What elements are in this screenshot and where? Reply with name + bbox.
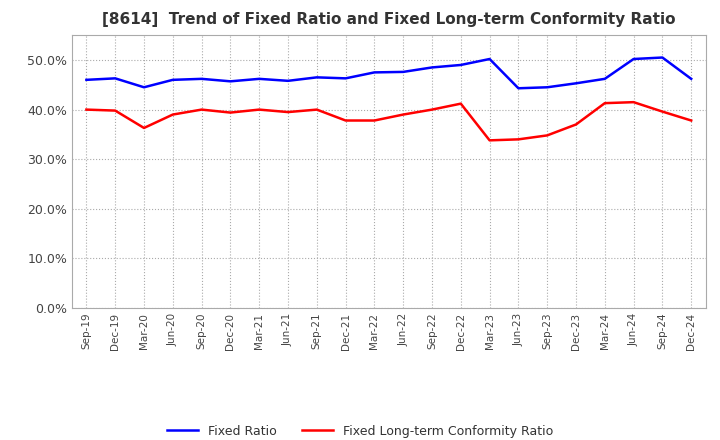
Fixed Long-term Conformity Ratio [284,110,292,115]
Fixed Long-term Conformity Ratio [197,107,206,112]
Fixed Ratio [111,76,120,81]
Title: [8614]  Trend of Fixed Ratio and Fixed Long-term Conformity Ratio: [8614] Trend of Fixed Ratio and Fixed Lo… [102,12,675,27]
Fixed Ratio [197,76,206,81]
Fixed Long-term Conformity Ratio [399,112,408,117]
Fixed Ratio [82,77,91,82]
Fixed Long-term Conformity Ratio [312,107,321,112]
Fixed Ratio [312,75,321,80]
Fixed Long-term Conformity Ratio [687,118,696,123]
Fixed Ratio [600,76,609,81]
Fixed Ratio [456,62,465,68]
Fixed Ratio [629,56,638,62]
Fixed Ratio [572,81,580,86]
Fixed Long-term Conformity Ratio [428,107,436,112]
Fixed Ratio [284,78,292,84]
Fixed Long-term Conformity Ratio [543,133,552,138]
Fixed Ratio [168,77,177,82]
Fixed Ratio [543,84,552,90]
Fixed Long-term Conformity Ratio [82,107,91,112]
Legend: Fixed Ratio, Fixed Long-term Conformity Ratio: Fixed Ratio, Fixed Long-term Conformity … [162,420,558,440]
Fixed Long-term Conformity Ratio [341,118,350,123]
Fixed Long-term Conformity Ratio [485,138,494,143]
Fixed Long-term Conformity Ratio [629,99,638,105]
Fixed Ratio [514,86,523,91]
Fixed Ratio [658,55,667,60]
Fixed Long-term Conformity Ratio [514,137,523,142]
Fixed Long-term Conformity Ratio [226,110,235,115]
Fixed Ratio [341,76,350,81]
Fixed Long-term Conformity Ratio [658,109,667,114]
Fixed Ratio [428,65,436,70]
Line: Fixed Long-term Conformity Ratio: Fixed Long-term Conformity Ratio [86,102,691,140]
Fixed Ratio [226,79,235,84]
Fixed Long-term Conformity Ratio [140,125,148,131]
Fixed Ratio [399,69,408,74]
Line: Fixed Ratio: Fixed Ratio [86,58,691,88]
Fixed Long-term Conformity Ratio [111,108,120,113]
Fixed Long-term Conformity Ratio [168,112,177,117]
Fixed Ratio [370,70,379,75]
Fixed Long-term Conformity Ratio [600,100,609,106]
Fixed Long-term Conformity Ratio [370,118,379,123]
Fixed Ratio [255,76,264,81]
Fixed Ratio [485,56,494,62]
Fixed Long-term Conformity Ratio [572,122,580,127]
Fixed Long-term Conformity Ratio [255,107,264,112]
Fixed Ratio [687,76,696,81]
Fixed Ratio [140,84,148,90]
Fixed Long-term Conformity Ratio [456,101,465,106]
